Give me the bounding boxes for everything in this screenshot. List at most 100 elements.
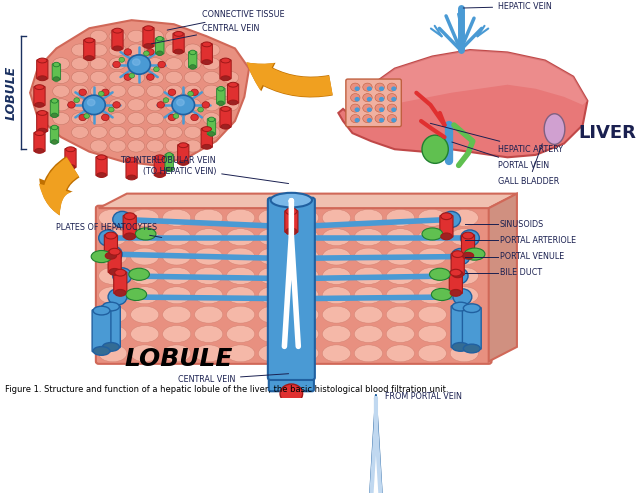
Ellipse shape (97, 173, 106, 177)
Ellipse shape (52, 71, 70, 83)
Ellipse shape (35, 85, 44, 90)
Ellipse shape (144, 43, 153, 48)
Ellipse shape (259, 287, 287, 304)
Ellipse shape (291, 345, 319, 362)
FancyArrowPatch shape (246, 62, 333, 98)
Ellipse shape (418, 287, 447, 304)
Ellipse shape (72, 71, 88, 83)
Ellipse shape (195, 325, 223, 343)
Ellipse shape (38, 76, 47, 81)
Ellipse shape (195, 287, 223, 304)
Text: LOBULE: LOBULE (124, 347, 233, 371)
Circle shape (351, 94, 360, 102)
Ellipse shape (184, 126, 201, 139)
Ellipse shape (221, 106, 230, 111)
FancyBboxPatch shape (51, 127, 59, 143)
Circle shape (158, 61, 165, 68)
Ellipse shape (72, 44, 88, 56)
Ellipse shape (441, 233, 452, 240)
Ellipse shape (90, 126, 107, 139)
FancyBboxPatch shape (461, 235, 475, 256)
Ellipse shape (72, 58, 88, 70)
Ellipse shape (323, 287, 351, 304)
Ellipse shape (291, 248, 319, 265)
Ellipse shape (147, 30, 164, 42)
Ellipse shape (155, 155, 164, 160)
Circle shape (113, 211, 132, 227)
Ellipse shape (72, 85, 88, 97)
Ellipse shape (203, 58, 220, 70)
FancyBboxPatch shape (440, 215, 453, 237)
Circle shape (191, 89, 198, 96)
Ellipse shape (105, 232, 116, 239)
Ellipse shape (51, 140, 58, 144)
Ellipse shape (227, 325, 255, 343)
Ellipse shape (323, 267, 351, 284)
Circle shape (188, 91, 193, 96)
Text: CENTRAL VEIN: CENTRAL VEIN (177, 374, 289, 384)
Ellipse shape (105, 252, 116, 259)
Ellipse shape (155, 173, 164, 177)
Ellipse shape (53, 62, 60, 67)
Text: BILE DUCT: BILE DUCT (500, 268, 542, 277)
Ellipse shape (93, 306, 110, 315)
Ellipse shape (291, 287, 319, 304)
Text: FROM PORTAL VEIN: FROM PORTAL VEIN (385, 391, 462, 401)
Ellipse shape (109, 58, 126, 70)
FancyBboxPatch shape (96, 156, 107, 176)
Ellipse shape (195, 267, 223, 284)
Circle shape (68, 102, 75, 108)
Ellipse shape (165, 99, 182, 111)
Ellipse shape (203, 112, 220, 125)
Circle shape (375, 94, 385, 102)
Ellipse shape (259, 229, 287, 246)
Ellipse shape (221, 58, 230, 63)
Circle shape (351, 83, 360, 91)
Text: LOBULE: LOBULE (4, 66, 18, 120)
Ellipse shape (163, 345, 191, 362)
Ellipse shape (174, 32, 183, 36)
Ellipse shape (450, 210, 478, 226)
Ellipse shape (72, 112, 88, 125)
Ellipse shape (208, 132, 215, 136)
FancyBboxPatch shape (104, 235, 118, 256)
Ellipse shape (355, 306, 383, 323)
Ellipse shape (271, 193, 312, 208)
Circle shape (363, 104, 372, 112)
Circle shape (392, 119, 396, 122)
Ellipse shape (90, 112, 107, 125)
Ellipse shape (131, 248, 159, 265)
Polygon shape (489, 194, 517, 361)
Circle shape (392, 98, 396, 101)
Circle shape (177, 99, 184, 106)
Ellipse shape (218, 86, 224, 91)
Ellipse shape (189, 50, 196, 55)
Circle shape (79, 114, 86, 121)
Ellipse shape (202, 144, 211, 149)
Ellipse shape (463, 304, 480, 313)
Circle shape (355, 98, 359, 101)
Circle shape (119, 57, 125, 62)
Text: HEPATIC VEIN: HEPATIC VEIN (463, 2, 552, 11)
FancyBboxPatch shape (220, 108, 231, 128)
Ellipse shape (355, 325, 383, 343)
Circle shape (88, 99, 95, 106)
Ellipse shape (184, 44, 201, 56)
FancyBboxPatch shape (52, 64, 61, 80)
Ellipse shape (323, 325, 351, 343)
Ellipse shape (227, 306, 255, 323)
Ellipse shape (147, 112, 164, 125)
Ellipse shape (450, 289, 461, 296)
Ellipse shape (291, 325, 319, 343)
Ellipse shape (184, 99, 201, 111)
Ellipse shape (72, 99, 88, 111)
Ellipse shape (163, 248, 191, 265)
Circle shape (392, 108, 396, 111)
Ellipse shape (99, 325, 127, 343)
Ellipse shape (450, 287, 478, 304)
Ellipse shape (418, 345, 447, 362)
Ellipse shape (450, 325, 478, 343)
Ellipse shape (128, 71, 145, 83)
Ellipse shape (422, 135, 448, 163)
Ellipse shape (35, 131, 44, 136)
